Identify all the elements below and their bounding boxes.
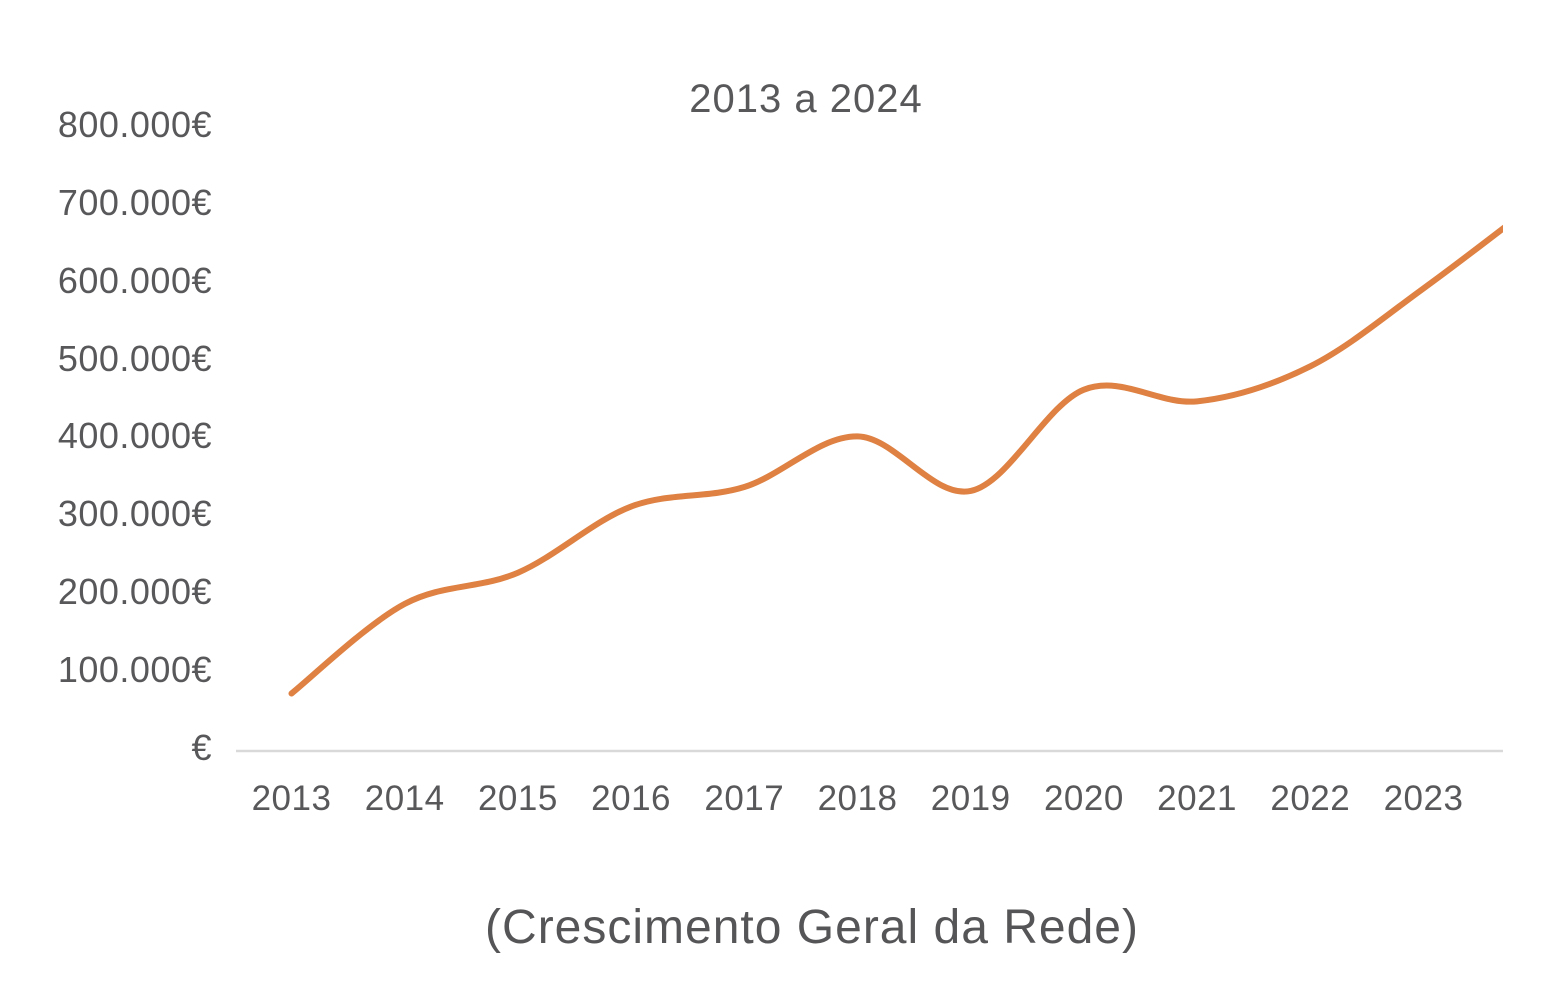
x-axis-tick-label: 2023 [1383,779,1464,818]
x-axis-tick-label: 2022 [1270,779,1351,818]
y-axis-tick-label: 200.000€ [57,571,212,613]
x-axis-tick-label: 2015 [477,779,558,818]
y-axis-tick-label: 700.000€ [57,181,212,223]
x-axis-tick-label: 2014 [364,779,445,818]
x-axis-tick-label: 2019 [930,779,1011,818]
y-axis-tick-label: 800.000€ [57,103,212,145]
x-axis-tick-label: 2013 [251,779,332,818]
y-axis-tick-label: 300.000€ [57,493,212,535]
x-axis-tick-label: 2020 [1043,779,1124,818]
chart-title: 2013 a 2024 [689,77,923,121]
y-axis-tick-label: 400.000€ [57,415,212,457]
y-axis-tick-label: 100.000€ [57,649,212,691]
x-axis-tick-label: 2017 [704,779,785,818]
chart-caption: (Crescimento Geral da Rede) [485,901,1139,954]
x-axis-tick-label: 2018 [817,779,898,818]
x-axis-tick-label: 2016 [591,779,672,818]
line-series [288,224,1503,697]
x-axis: 2013 2014 2015 2016 2017 2018 2019 2020 2021 2022… [0,778,1558,820]
y-axis-tick-label: € [191,727,212,768]
y-axis-tick-label: 500.000€ [57,337,212,379]
y-axis-tick-label: 600.000€ [57,259,212,301]
x-axis-tick-label: 2021 [1157,779,1238,818]
y-axis: 800.000€ 700.000€ 600.000€ 500.000€ 400.000€… [0,0,212,1004]
